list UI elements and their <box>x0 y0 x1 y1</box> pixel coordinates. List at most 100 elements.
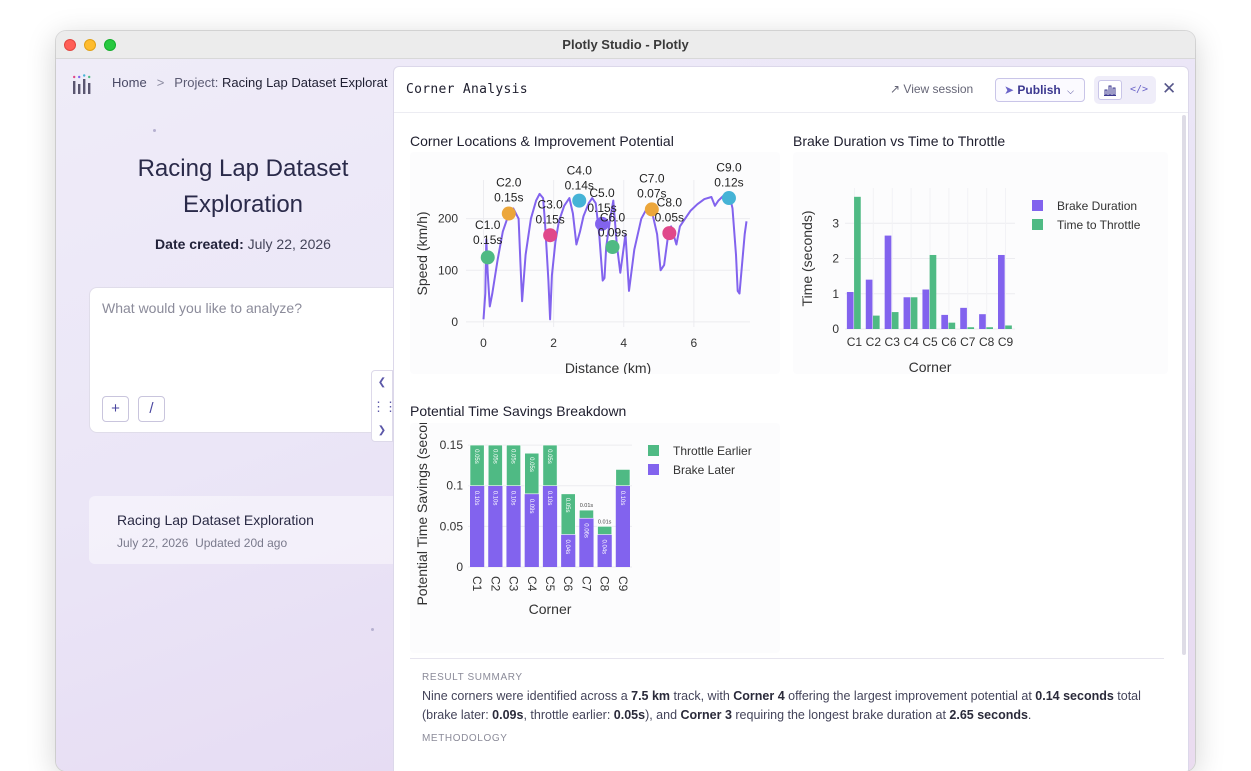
bar-throttle-earlier <box>487 444 503 487</box>
x-tick-label: C3 <box>885 335 901 349</box>
x-tick-label: C7 <box>579 576 593 592</box>
bar-brake-later <box>615 485 630 567</box>
breadcrumb-home-link[interactable]: Home <box>112 75 147 90</box>
bar <box>1005 325 1012 329</box>
date-created: Date created: July 22, 2026 <box>98 236 388 252</box>
legend-label: Time to Throttle <box>1057 218 1141 232</box>
chart-view-button[interactable] <box>1098 80 1122 100</box>
x-axis-title: Corner <box>909 359 952 374</box>
y-tick-label: 3 <box>832 216 839 230</box>
bar <box>854 196 861 329</box>
corner-label: C7.0 <box>639 172 665 186</box>
bar-throttle-earlier <box>524 452 540 495</box>
bar-brake-later <box>488 485 503 567</box>
close-panel-button[interactable]: ✕ <box>1162 79 1177 98</box>
x-tick-label: C5 <box>922 335 938 349</box>
bar-value-label: 0.10s <box>491 491 497 506</box>
chart3-container: 0 0.05 0.1 0.15 0.10s 0.05s C1 0.10s 0.05s C2 0.10… <box>410 402 780 653</box>
x-tick-label: C2 <box>488 576 502 592</box>
x-tick-label: C4 <box>903 335 919 349</box>
chevron-down-icon: ⌵ <box>1067 86 1074 96</box>
y-tick-label: 0 <box>451 315 458 329</box>
panel-resize-handle[interactable]: ❮ ⋮⋮ ❯ <box>371 370 397 442</box>
corner-marker <box>501 206 516 221</box>
y-axis-title: Time (seconds) <box>799 211 815 307</box>
bar-value-label: 0.06s <box>582 523 588 538</box>
corner-label: C4.0 <box>567 163 593 177</box>
bar <box>941 314 949 329</box>
x-tick-label: C6 <box>561 576 575 592</box>
legend-swatch <box>648 464 659 475</box>
code-icon: </> <box>1129 84 1149 95</box>
corner-locations-chart[interactable]: 0 100 200 0 2 4 6 Distance (km) Speed (km/h) C1.0… <box>410 152 780 376</box>
corner-marker <box>605 240 620 255</box>
x-tick-label: C2 <box>866 335 882 349</box>
x-tick-label: C4 <box>525 576 539 592</box>
breadcrumb-project[interactable]: Project: Racing Lap Dataset Explorat <box>174 75 387 90</box>
recent-project-meta: July 22, 2026 Updated 20d ago <box>117 536 287 550</box>
y-tick-label: 2 <box>832 252 839 266</box>
app-window: Plotly Studio - Plotly Home > Project: R… <box>56 31 1195 771</box>
x-tick-label: C8 <box>979 335 995 349</box>
brake-vs-throttle-chart[interactable]: 0 1 2 3 C1 C2 C3 C4 C5 C6 C7 C8 C9 Corner Time (second… <box>793 152 1168 375</box>
bar-value-label: 0.05s <box>528 457 534 472</box>
summary-divider <box>410 658 1164 659</box>
legend-label: Brake Later <box>673 463 735 477</box>
corner-savings-label: 0.15s <box>587 201 616 215</box>
y-axis-title: Potential Time Savings (seconds <box>414 423 430 606</box>
chart2-container: 0 1 2 3 C1 C2 C3 C4 C5 C6 C7 C8 C9 Corner Time (second… <box>793 152 1168 375</box>
corner-savings-label: 0.12s <box>714 175 743 189</box>
panel-scrollbar[interactable] <box>1182 115 1186 655</box>
x-tick-label: C1 <box>847 335 863 349</box>
y-tick-label: 0.1 <box>446 479 463 493</box>
chart2-title: Brake Duration vs Time to Throttle <box>793 133 1006 149</box>
x-tick-label: C6 <box>941 335 957 349</box>
bar-brake-later <box>524 493 539 567</box>
x-tick-label: C3 <box>507 576 521 592</box>
minimize-window-button[interactable] <box>84 39 96 51</box>
corner-savings-label: 0.14s <box>565 178 594 192</box>
analyze-input-placeholder[interactable]: What would you like to analyze? <box>102 300 302 316</box>
corner-label: C8.0 <box>657 195 683 209</box>
x-axis-title: Corner <box>529 601 572 617</box>
corner-label: C1.0 <box>475 218 501 232</box>
x-tick-label: C9 <box>998 335 1014 349</box>
bar-throttle-earlier <box>506 444 521 487</box>
corner-savings-label: 0.15s <box>535 212 564 226</box>
code-view-button[interactable]: </> <box>1127 80 1151 100</box>
slash-command-button[interactable]: / <box>138 396 165 422</box>
zoom-window-button[interactable] <box>104 39 116 51</box>
x-tick-label: C9 <box>616 576 630 592</box>
bar-value-label: 0.09s <box>528 499 534 514</box>
x-tick-label: C8 <box>598 576 612 592</box>
corner-savings-label: 0.05s <box>655 210 684 224</box>
bar-value-label: 0.05s <box>546 449 552 464</box>
add-attachment-button[interactable]: + <box>102 396 129 422</box>
analyze-input-box[interactable]: What would you like to analyze? + / <box>89 287 410 433</box>
y-tick-label: 0 <box>456 560 463 574</box>
view-session-link[interactable]: ↗ View session <box>890 82 973 96</box>
chevron-right-icon[interactable]: ❯ <box>377 425 387 436</box>
time-savings-chart[interactable]: 0 0.05 0.1 0.15 0.10s 0.05s C1 0.10s 0.05s C2 0.10… <box>410 402 780 653</box>
publish-button[interactable]: ➤ Publish ⌵ <box>995 78 1085 102</box>
chevron-right-icon: > <box>156 75 165 90</box>
y-tick-label: 0.15 <box>440 438 464 452</box>
project-title: Racing Lap Dataset Exploration <box>98 151 388 223</box>
recent-project-title: Racing Lap Dataset Exploration <box>117 512 314 528</box>
y-axis-title: Speed (km/h) <box>414 211 430 295</box>
legend-label: Brake Duration <box>1057 199 1137 213</box>
bar-brake-later <box>561 534 576 567</box>
project-title-line: Exploration <box>182 191 304 218</box>
bar <box>922 289 930 329</box>
chevron-left-icon[interactable]: ❮ <box>377 377 387 388</box>
bar-value-label: 0.05s <box>491 449 497 464</box>
bar-throttle-earlier <box>469 444 485 487</box>
recent-project-card[interactable]: Racing Lap Dataset Exploration July 22, … <box>89 496 409 564</box>
plotly-logo-icon[interactable] <box>72 73 94 95</box>
drag-handle-icon[interactable]: ⋮⋮ <box>372 399 397 414</box>
decor-dot <box>371 628 374 631</box>
corner-label: C3.0 <box>537 197 563 211</box>
bar-value-label: 0.10s <box>546 491 552 506</box>
x-tick-label: 4 <box>620 336 627 350</box>
close-window-button[interactable] <box>64 39 76 51</box>
